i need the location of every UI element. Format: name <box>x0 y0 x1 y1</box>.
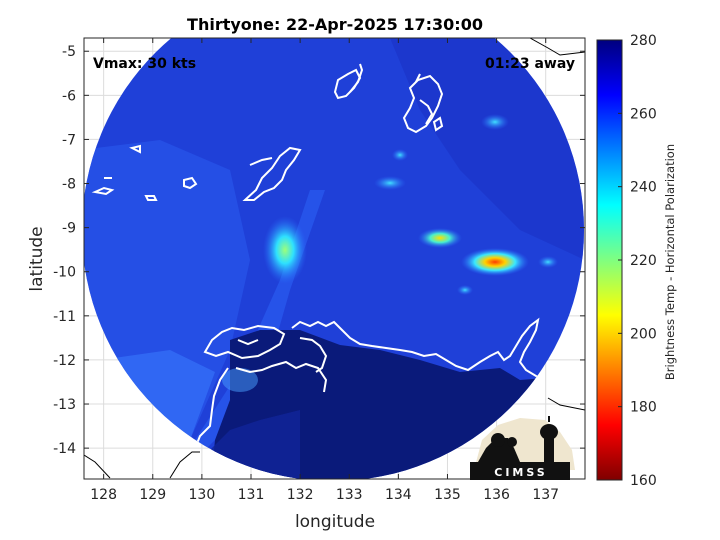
x-tick-label: 130 <box>189 487 216 503</box>
plot-frame <box>83 37 586 480</box>
vmax-label: Vmax: 30 kts <box>93 56 196 72</box>
time-away-label: 01:23 away <box>485 56 575 72</box>
x-axis-label: longitude <box>295 512 375 532</box>
figure-title: Thirtyone: 22-Apr-2025 17:30:00 <box>187 15 483 34</box>
y-tick-label: -13 <box>53 397 76 413</box>
x-axis-ticks: 128 129 130 131 132 133 134 135 136 137 <box>90 38 559 503</box>
colorbar-tick-label: 200 <box>630 326 657 342</box>
x-tick-label: 129 <box>139 487 166 503</box>
y-axis-ticks: -5 -6 -7 -8 -9 -10 -11 -12 -13 -14 <box>53 44 585 457</box>
plot-area: 128 129 130 131 132 133 134 135 136 137 -5-6-7-8-… <box>53 37 586 503</box>
colorbar-tick-label: 260 <box>630 106 657 122</box>
colorbar-ticks: 280 260 240 220 200 180 160 <box>618 33 657 489</box>
y-tick-label: -14 <box>53 441 76 457</box>
outside-coastlines <box>84 38 585 479</box>
x-tick-label: 135 <box>434 487 461 503</box>
colorbar: 280 260 240 220 200 180 160 Brightness Temp - … <box>596 33 677 489</box>
colorbar-label: Brightness Temp - Horizontal Polarizatio… <box>663 144 677 380</box>
y-tick-label: -9 <box>62 221 76 237</box>
x-tick-label: 134 <box>385 487 412 503</box>
colorbar-tick-label: 180 <box>630 400 657 416</box>
y-tick-label: -10 <box>53 265 76 281</box>
y-axis-label: latitude <box>27 226 47 291</box>
x-tick-label: 128 <box>90 487 117 503</box>
x-tick-label: 131 <box>238 487 265 503</box>
coastlines <box>91 63 550 447</box>
cimss-logo: CIMSS <box>470 416 575 480</box>
cimss-logo-text: CIMSS <box>494 466 547 479</box>
y-tick-label: -6 <box>62 88 76 104</box>
colorbar-tick-label: 220 <box>630 253 657 269</box>
x-tick-label: 132 <box>287 487 314 503</box>
x-tick-label: 136 <box>483 487 510 503</box>
y-tick-label: -5 <box>62 44 76 60</box>
y-tick-label: -8 <box>62 177 76 193</box>
y-tick-label: -12 <box>53 353 76 369</box>
colorbar-tick-label: 240 <box>630 180 657 196</box>
colorbar-tick-label: 160 <box>630 473 657 489</box>
x-tick-label: 133 <box>336 487 363 503</box>
x-tick-label: 137 <box>532 487 559 503</box>
colorbar-tick-label: 280 <box>630 33 657 49</box>
microwave-swath <box>84 38 584 479</box>
colorbar-gradient <box>596 39 623 481</box>
y-tick-label: -7 <box>62 132 76 148</box>
y-tick-label: -11 <box>53 309 76 325</box>
